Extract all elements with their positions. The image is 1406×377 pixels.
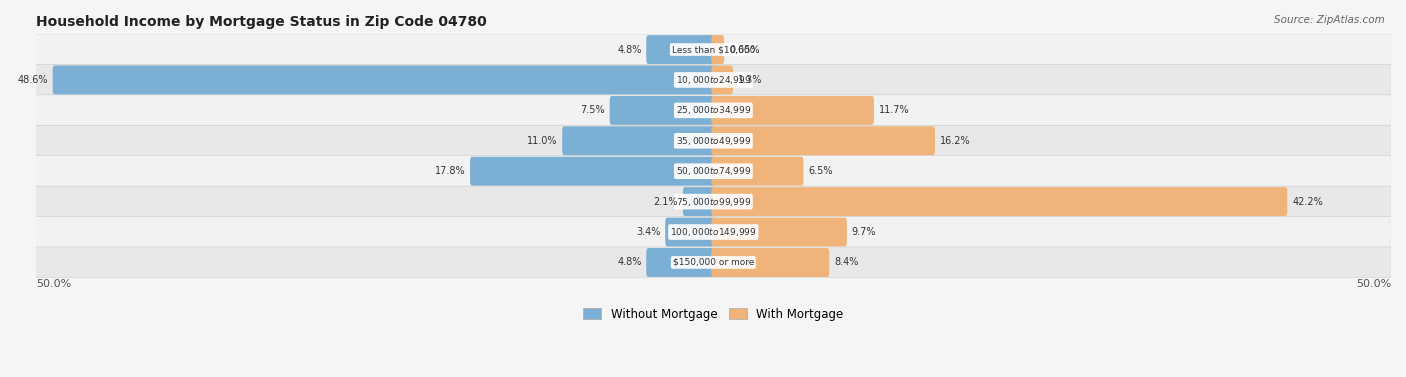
FancyBboxPatch shape bbox=[35, 186, 1391, 217]
Text: 4.8%: 4.8% bbox=[617, 257, 641, 267]
FancyBboxPatch shape bbox=[35, 95, 1391, 126]
Text: 17.8%: 17.8% bbox=[434, 166, 465, 176]
FancyBboxPatch shape bbox=[711, 126, 935, 155]
FancyBboxPatch shape bbox=[711, 218, 846, 247]
Text: 48.6%: 48.6% bbox=[17, 75, 48, 85]
Text: 1.3%: 1.3% bbox=[738, 75, 762, 85]
FancyBboxPatch shape bbox=[52, 66, 716, 94]
FancyBboxPatch shape bbox=[711, 248, 830, 277]
Text: Source: ZipAtlas.com: Source: ZipAtlas.com bbox=[1274, 15, 1385, 25]
Text: $100,000 to $149,999: $100,000 to $149,999 bbox=[671, 226, 756, 238]
Text: Less than $10,000: Less than $10,000 bbox=[672, 45, 755, 54]
FancyBboxPatch shape bbox=[711, 66, 733, 94]
FancyBboxPatch shape bbox=[610, 96, 716, 125]
Text: 42.2%: 42.2% bbox=[1292, 197, 1323, 207]
Text: 7.5%: 7.5% bbox=[581, 105, 605, 115]
Text: 50.0%: 50.0% bbox=[35, 279, 70, 289]
Text: 9.7%: 9.7% bbox=[852, 227, 876, 237]
FancyBboxPatch shape bbox=[665, 218, 716, 247]
FancyBboxPatch shape bbox=[35, 64, 1391, 95]
FancyBboxPatch shape bbox=[470, 157, 716, 185]
Text: 3.4%: 3.4% bbox=[636, 227, 661, 237]
Text: $50,000 to $74,999: $50,000 to $74,999 bbox=[676, 165, 751, 177]
Text: 11.7%: 11.7% bbox=[879, 105, 910, 115]
FancyBboxPatch shape bbox=[647, 248, 716, 277]
Text: 2.1%: 2.1% bbox=[654, 197, 678, 207]
FancyBboxPatch shape bbox=[35, 247, 1391, 278]
Text: 0.65%: 0.65% bbox=[728, 44, 759, 55]
FancyBboxPatch shape bbox=[647, 35, 716, 64]
FancyBboxPatch shape bbox=[711, 35, 724, 64]
FancyBboxPatch shape bbox=[562, 126, 716, 155]
FancyBboxPatch shape bbox=[711, 96, 875, 125]
FancyBboxPatch shape bbox=[35, 34, 1391, 65]
Text: $10,000 to $24,999: $10,000 to $24,999 bbox=[676, 74, 751, 86]
FancyBboxPatch shape bbox=[683, 187, 716, 216]
Text: 6.5%: 6.5% bbox=[808, 166, 832, 176]
FancyBboxPatch shape bbox=[711, 157, 803, 185]
Legend: Without Mortgage, With Mortgage: Without Mortgage, With Mortgage bbox=[579, 303, 848, 325]
FancyBboxPatch shape bbox=[35, 216, 1391, 248]
Text: 8.4%: 8.4% bbox=[834, 257, 858, 267]
Text: $75,000 to $99,999: $75,000 to $99,999 bbox=[676, 196, 751, 208]
Text: 4.8%: 4.8% bbox=[617, 44, 641, 55]
Text: $150,000 or more: $150,000 or more bbox=[672, 258, 754, 267]
Text: $35,000 to $49,999: $35,000 to $49,999 bbox=[676, 135, 751, 147]
FancyBboxPatch shape bbox=[35, 125, 1391, 156]
Text: 11.0%: 11.0% bbox=[527, 136, 558, 146]
Text: 16.2%: 16.2% bbox=[939, 136, 970, 146]
Text: Household Income by Mortgage Status in Zip Code 04780: Household Income by Mortgage Status in Z… bbox=[35, 15, 486, 29]
Text: $25,000 to $34,999: $25,000 to $34,999 bbox=[676, 104, 751, 116]
Text: 50.0%: 50.0% bbox=[1355, 279, 1391, 289]
FancyBboxPatch shape bbox=[35, 156, 1391, 187]
FancyBboxPatch shape bbox=[711, 187, 1288, 216]
